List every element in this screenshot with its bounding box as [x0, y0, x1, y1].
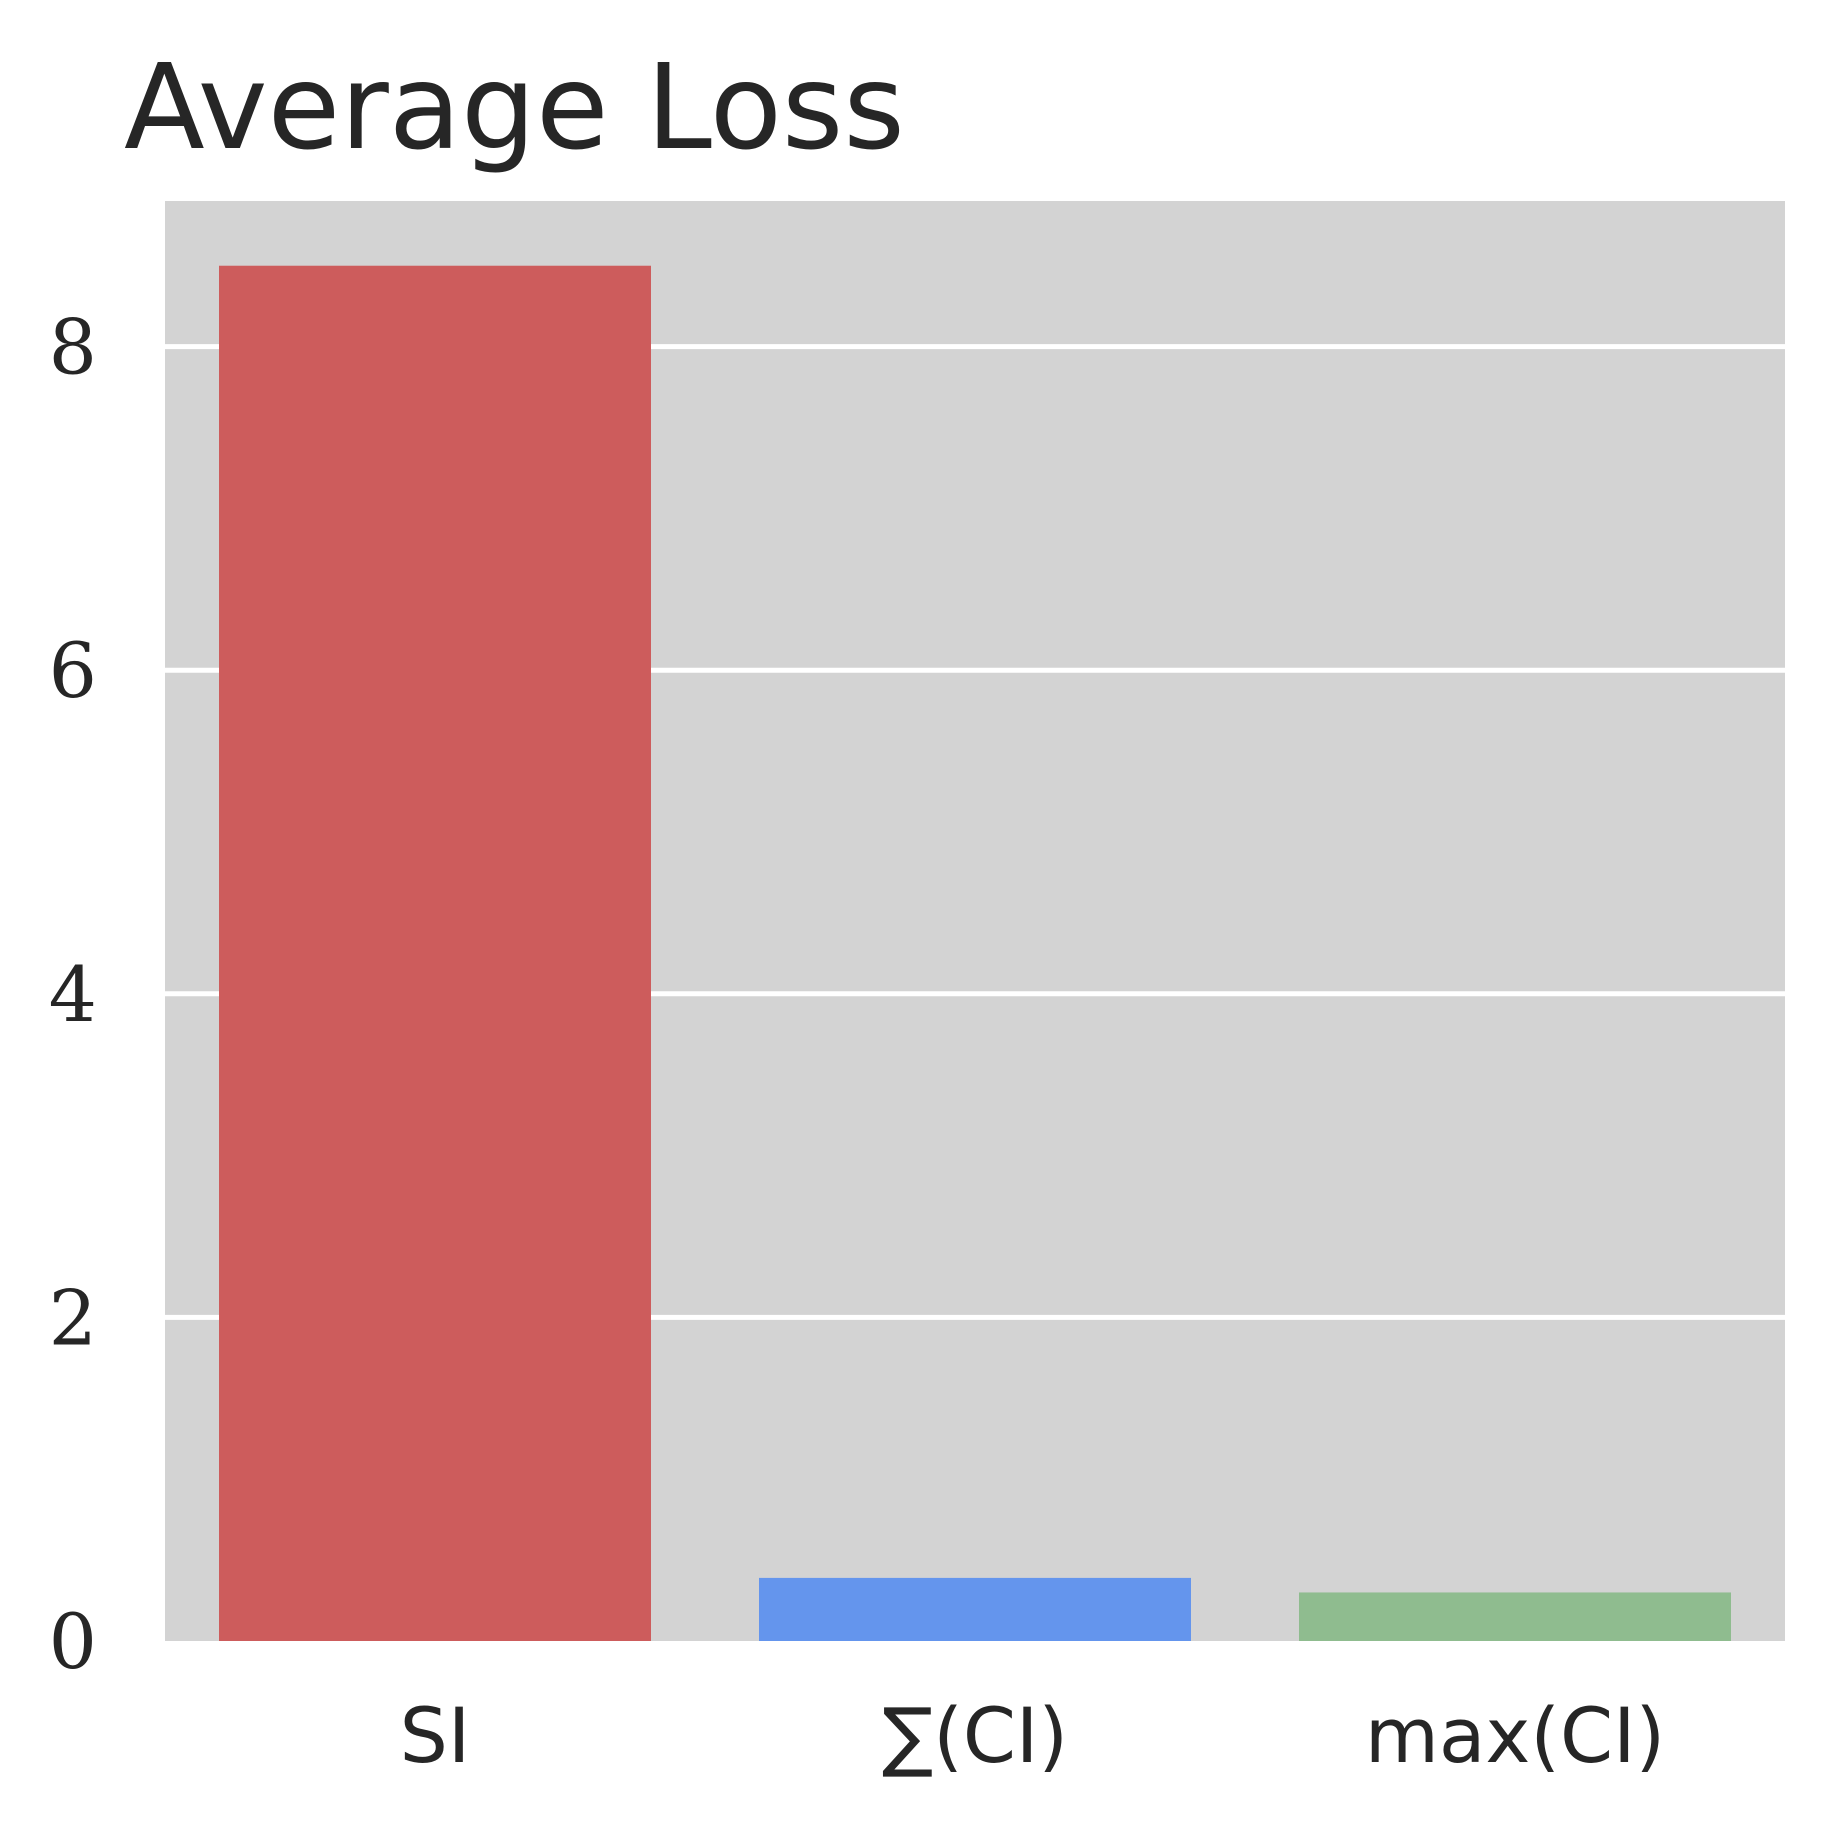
bar [759, 1577, 1191, 1641]
bar [219, 265, 651, 1641]
y-axis-ticks: 0 2 4 6 8 [49, 303, 97, 1686]
y-tick-label: 4 [49, 950, 97, 1039]
x-axis-categories: SI ∑(CI) max(CI) [400, 1691, 1666, 1780]
x-category-label: max(CI) [1365, 1691, 1665, 1780]
bars [219, 265, 1731, 1641]
chart-title: Average Loss [124, 38, 905, 176]
x-category-label: ∑(CI) [882, 1691, 1068, 1780]
x-category-label: SI [400, 1691, 471, 1780]
bar [1299, 1592, 1731, 1641]
y-tick-label: 0 [49, 1597, 97, 1686]
y-tick-label: 2 [49, 1273, 97, 1362]
y-tick-label: 8 [49, 303, 97, 392]
y-tick-label: 6 [49, 626, 97, 715]
